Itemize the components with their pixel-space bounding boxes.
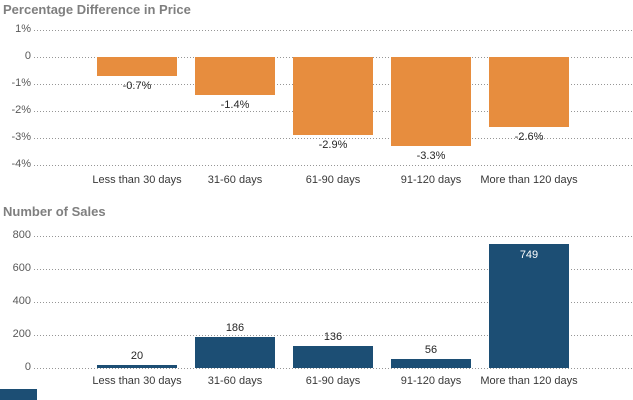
price-diff-category-label: 61-90 days (305, 174, 361, 186)
price-diff-value-label: -3.3% (416, 150, 446, 162)
price-diff-value-label: -2.9% (318, 139, 348, 151)
sales-category-label: 61-90 days (305, 375, 361, 387)
price-diff-gridline (34, 138, 633, 139)
price-diff-y-tick-label: -3% (11, 131, 31, 143)
sales-category-label: Less than 30 days (92, 375, 182, 387)
price-diff-bar[interactable] (489, 57, 569, 127)
number-of-sales-chart-title: Number of Sales (3, 204, 106, 219)
sales-category-label: 91-120 days (400, 375, 462, 387)
sales-y-tick-label: 800 (12, 229, 31, 241)
price-diff-category-label: 31-60 days (207, 174, 263, 186)
price-diff-value-label: -1.4% (220, 99, 250, 111)
price-diff-bar[interactable] (293, 57, 373, 135)
sales-gridline (34, 335, 633, 336)
price-diff-category-label: Less than 30 days (92, 174, 182, 186)
price-diff-bar[interactable] (391, 57, 471, 146)
price-diff-y-tick-label: 0 (24, 50, 31, 62)
price-diff-category-label: More than 120 days (480, 174, 578, 186)
sales-gridline (34, 269, 633, 270)
price-diff-value-label: -2.6% (514, 131, 544, 143)
sales-gridline (34, 236, 633, 237)
cropped-visual-fragment (0, 389, 37, 400)
sales-y-tick-label: 0 (24, 361, 31, 373)
sales-y-tick-label: 200 (12, 328, 31, 340)
price-diff-gridline (34, 30, 633, 31)
price-diff-gridline (34, 165, 633, 166)
sales-bar[interactable] (391, 359, 471, 368)
sales-value-label: 56 (424, 344, 438, 356)
sales-gridline (34, 368, 633, 369)
sales-bar[interactable] (195, 337, 275, 368)
sales-y-tick-label: 400 (12, 295, 31, 307)
sales-value-label: 749 (519, 249, 539, 261)
sales-category-label: More than 120 days (480, 375, 578, 387)
sales-value-label: 20 (130, 350, 144, 362)
price-diff-y-tick-label: -4% (11, 158, 31, 170)
sales-bar[interactable] (293, 346, 373, 368)
sales-value-label: 186 (225, 322, 245, 334)
sales-gridline (34, 302, 633, 303)
sales-bar[interactable] (489, 244, 569, 368)
sales-y-tick-label: 600 (12, 262, 31, 274)
sales-bar[interactable] (97, 365, 177, 368)
price-diff-y-tick-label: -2% (11, 104, 31, 116)
price-diff-bar[interactable] (195, 57, 275, 95)
price-diff-category-label: 91-120 days (400, 174, 462, 186)
price-diff-bar[interactable] (97, 57, 177, 76)
price-diff-chart-title: Percentage Difference in Price (3, 2, 191, 17)
price-diff-y-tick-label: -1% (11, 77, 31, 89)
price-diff-value-label: -0.7% (122, 80, 152, 92)
price-diff-y-tick-label: 1% (15, 23, 31, 35)
sales-category-label: 31-60 days (207, 375, 263, 387)
sales-value-label: 136 (323, 331, 343, 343)
